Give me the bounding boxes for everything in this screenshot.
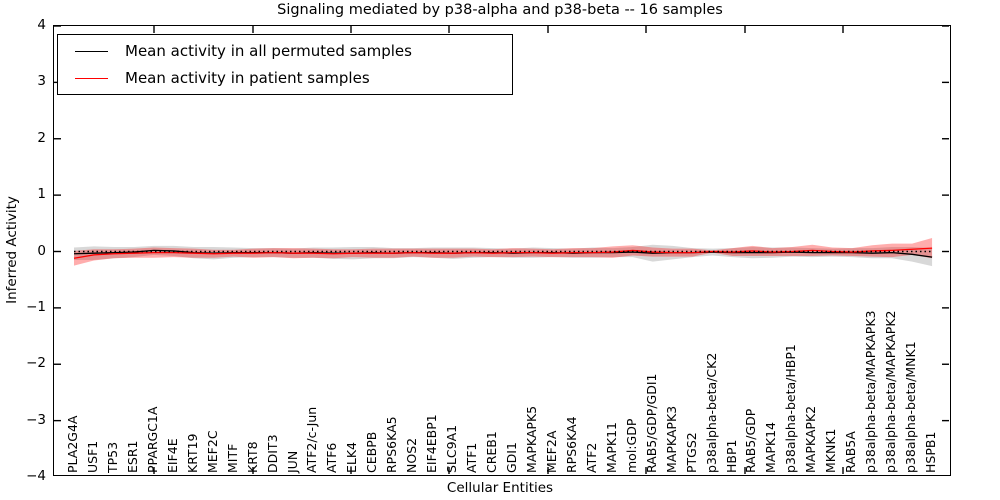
category-label: MAPK11: [603, 422, 619, 473]
category-label: ESR1: [124, 440, 140, 473]
y-tick-label: −2: [26, 355, 46, 372]
category-label: MAPKAPK3: [663, 405, 679, 473]
permuted-std-band: [74, 244, 933, 267]
legend-label-permuted: Mean activity in all permuted samples: [125, 42, 412, 60]
category-label: RAB5A: [843, 431, 859, 473]
category-label: DDIT3: [264, 434, 280, 473]
permuted-line-swatch: [75, 50, 108, 52]
category-label: p38alpha-beta/MAPKAPK2: [883, 310, 899, 474]
y-tick-label: 4: [37, 17, 46, 33]
category-label: MAPKAPK2: [803, 405, 819, 473]
category-label: MAPK14: [763, 422, 779, 473]
category-label: mol:GDP: [623, 418, 639, 473]
category-label: USF1: [84, 440, 100, 473]
category-label: ATF2: [583, 442, 599, 473]
category-label: NOS2: [404, 437, 420, 473]
category-label: CEBPB: [364, 431, 380, 473]
category-label: PTGS2: [683, 432, 699, 473]
category-label: PLA2G4A: [65, 415, 80, 473]
category-label: KRT19: [184, 433, 200, 473]
category-label: MEF2C: [204, 430, 220, 473]
category-label: GDI1: [504, 442, 519, 473]
category-label: p38alpha-beta/MAPKAPK3: [863, 310, 879, 474]
category-label: ELK4: [344, 441, 360, 473]
category-label: MITF: [224, 443, 240, 473]
patient-line-swatch: [75, 77, 108, 79]
patient-std-band: [74, 237, 933, 266]
category-label: MKNK1: [823, 428, 839, 473]
category-label: EIF4E: [164, 438, 180, 473]
category-label: p38alpha-beta/HBP1: [783, 344, 799, 473]
category-label: ATF6: [324, 442, 340, 473]
y-tick-label: −3: [26, 411, 46, 428]
y-tick-label: 3: [37, 73, 46, 90]
plot-area: [53, 25, 951, 476]
category-label: MEF2A: [543, 430, 559, 473]
category-label: RPS6KA4: [563, 416, 579, 473]
category-label: PPARGC1A: [144, 406, 160, 473]
category-label: p38alpha-beta/MNK1: [903, 341, 919, 473]
category-label: HSPB1: [923, 431, 939, 473]
plot-canvas: [54, 26, 949, 474]
category-label: ATF2/c-Jun: [304, 406, 320, 473]
legend-entry-patient: Mean activity in patient samples: [58, 65, 512, 91]
patient-mean-line: [73, 247, 933, 259]
category-label: TP53: [104, 441, 120, 473]
legend: Mean activity in all permuted samples Me…: [57, 34, 513, 95]
category-label: p38alpha-beta/CK2: [703, 352, 719, 473]
category-label: HBP1: [723, 439, 739, 473]
y-tick-label: −4: [26, 468, 46, 484]
category-label: MAPKAPK5: [523, 405, 539, 473]
chart-title: Signaling mediated by p38-alpha and p38-…: [277, 2, 723, 18]
y-tick-label: −1: [26, 298, 46, 315]
category-label: ATF1: [464, 442, 480, 473]
category-label: KRT8: [244, 441, 260, 473]
x-axis-label: Cellular Entities: [446, 480, 554, 496]
category-label: JUN: [284, 450, 300, 473]
category-label: RAB5/GDP/GDI1: [643, 373, 659, 473]
category-label: RPS6KA5: [384, 416, 400, 473]
category-label: RAB5/GDP: [743, 408, 759, 473]
legend-label-patient: Mean activity in patient samples: [125, 69, 370, 87]
category-label: EIF4EBP1: [424, 414, 440, 473]
y-tick-label: 0: [37, 242, 46, 259]
category-label: CREB1: [484, 431, 500, 473]
category-label: SLC9A1: [444, 424, 460, 473]
legend-entry-permuted: Mean activity in all permuted samples: [58, 38, 512, 64]
y-tick-label: 2: [37, 129, 46, 146]
y-tick-label: 1: [37, 186, 46, 203]
